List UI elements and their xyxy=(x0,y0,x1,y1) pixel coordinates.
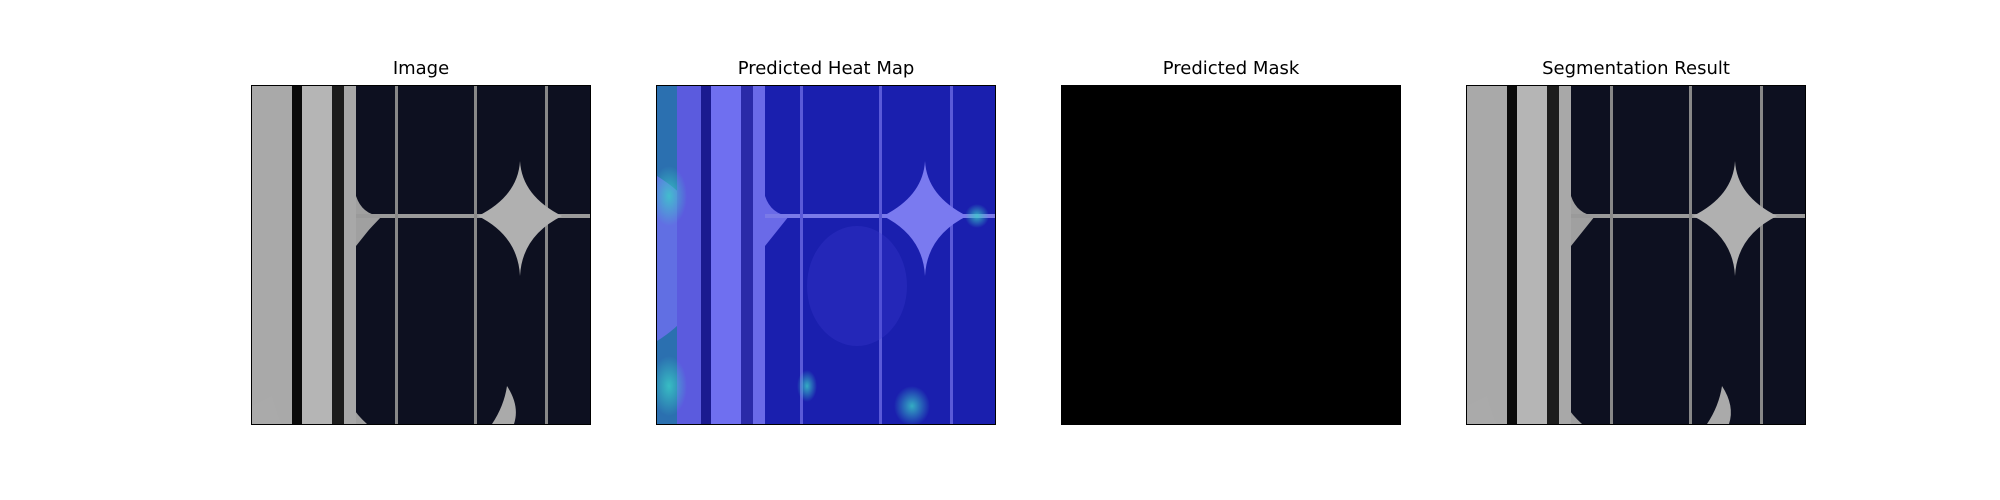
image-frame xyxy=(251,85,591,425)
heat-map-overlay xyxy=(657,86,995,424)
solar-cell-photo xyxy=(252,86,590,424)
mask-frame xyxy=(1061,85,1401,425)
panel-mask: Predicted Mask xyxy=(1061,0,1401,500)
panel-image: Image xyxy=(251,0,591,500)
panel-heat-map: Predicted Heat Map xyxy=(656,0,996,500)
heat-map-frame xyxy=(656,85,996,425)
panel-title-mask: Predicted Mask xyxy=(1162,58,1300,79)
segmentation-frame xyxy=(1466,85,1806,425)
panel-title-segmentation: Segmentation Result xyxy=(1542,58,1730,79)
black-mask xyxy=(1062,86,1400,424)
segmentation-photo xyxy=(1467,86,1805,424)
panel-title-heat-map: Predicted Heat Map xyxy=(737,58,915,79)
panel-title-image: Image xyxy=(392,58,450,79)
panel-segmentation: Segmentation Result xyxy=(1466,0,1806,500)
